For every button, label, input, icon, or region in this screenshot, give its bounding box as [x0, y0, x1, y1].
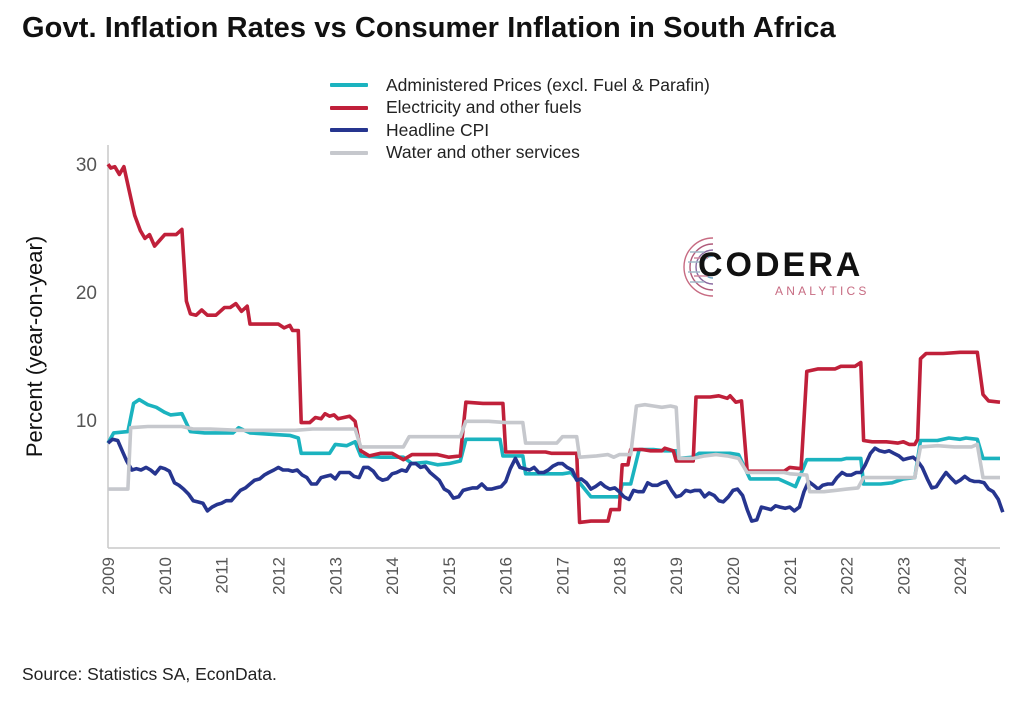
x-tick-label: 2016 [497, 557, 516, 595]
codera-logo-mark-icon [683, 237, 714, 297]
series-line-0 [106, 397, 1000, 499]
x-tick-label: 2015 [440, 557, 459, 595]
logo-subtitle: ANALYTICS [775, 284, 870, 298]
x-tick-label: 2023 [894, 557, 913, 595]
x-tick-label: 2020 [724, 557, 743, 595]
x-tick-label: 2014 [383, 557, 402, 595]
x-tick-label: 2018 [610, 557, 629, 595]
x-tick-label: 2021 [781, 557, 800, 595]
legend-swatch [330, 128, 368, 133]
legend: Administered Prices (excl. Fuel & Parafi… [330, 74, 710, 164]
x-tick-label: 2013 [326, 557, 345, 595]
legend-item: Electricity and other fuels [330, 97, 710, 120]
x-tick-label: 2017 [554, 557, 573, 595]
legend-swatch [330, 83, 368, 88]
legend-label: Administered Prices (excl. Fuel & Parafi… [386, 74, 710, 95]
x-tick-label: 2011 [213, 557, 232, 594]
legend-item: Administered Prices (excl. Fuel & Parafi… [330, 74, 710, 97]
x-tick-label: 2010 [156, 557, 175, 595]
y-axis-label: Percent (year-on-year) [22, 236, 47, 457]
series-line-3 [108, 402, 1000, 494]
y-tick-label: 20 [76, 283, 97, 304]
legend-swatch [330, 105, 368, 110]
legend-label: Electricity and other fuels [386, 97, 582, 118]
x-tick-label: 2024 [951, 557, 970, 595]
legend-item: Headline CPI [330, 119, 710, 142]
x-tick-label: 2012 [269, 557, 288, 595]
series-line-1 [106, 163, 1001, 525]
codera-logo: CODERA ANALYTICS [678, 232, 883, 302]
y-tick-label: 30 [76, 155, 97, 176]
x-tick-label: 2019 [667, 557, 686, 595]
source-note: Source: Statistics SA, EconData. [22, 664, 277, 684]
legend-label: Headline CPI [386, 119, 490, 140]
y-tick-label: 10 [76, 411, 97, 432]
chart-title: Govt. Inflation Rates vs Consumer Inflat… [22, 12, 836, 44]
legend-label: Water and other services [386, 142, 580, 163]
logo-wordmark: CODERA [698, 246, 864, 284]
legend-item: Water and other services [330, 142, 710, 165]
x-tick-label: 2022 [838, 557, 857, 595]
legend-swatch [330, 150, 368, 155]
series-line-2 [106, 437, 1005, 523]
x-tick-label: 2009 [99, 557, 118, 595]
